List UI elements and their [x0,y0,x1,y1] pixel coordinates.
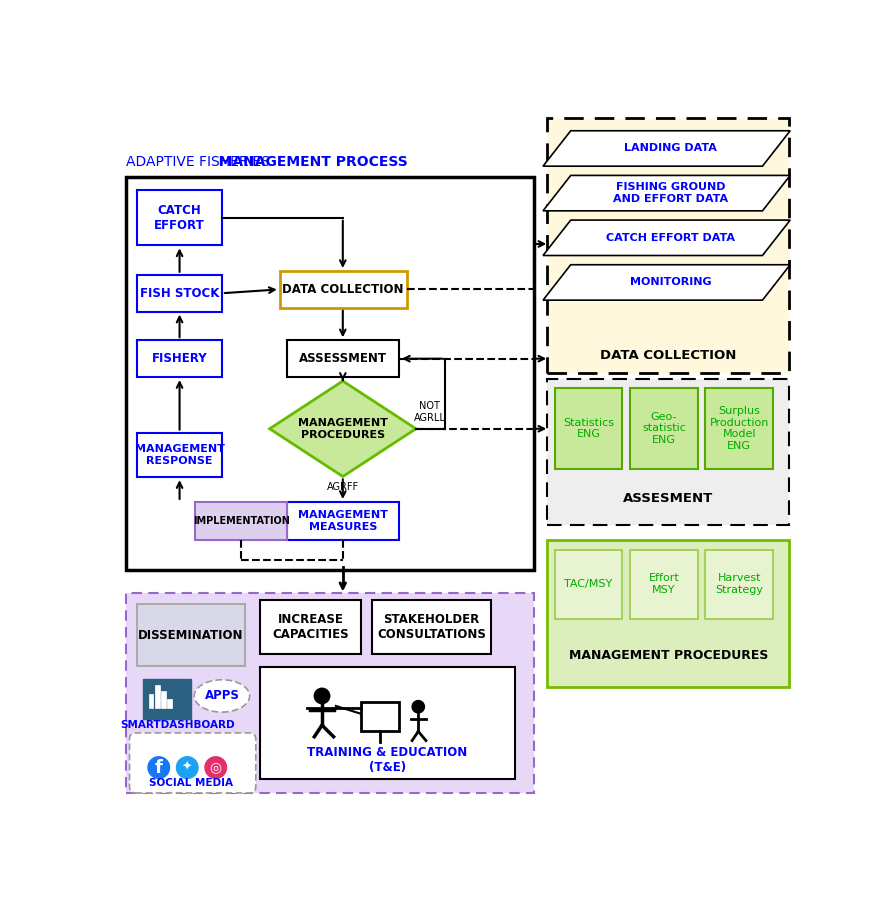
Circle shape [314,688,329,703]
Bar [360,703,399,732]
Text: FISHING GROUND
AND EFFORT DATA: FISHING GROUND AND EFFORT DATA [612,182,727,204]
Bar [704,550,772,619]
Text: Statistics
ENG: Statistics ENG [562,418,613,440]
Bar [629,550,697,619]
Text: MANAGEMENT
MEASURES: MANAGEMENT MEASURES [298,511,387,532]
Bar [546,379,789,525]
Bar [195,502,287,541]
Bar [137,604,245,666]
Text: SMARTDASHBOARD: SMARTDASHBOARD [121,720,235,730]
Text: ✦: ✦ [181,761,192,774]
Text: CATCH EFFORT DATA: CATCH EFFORT DATA [605,233,734,243]
Circle shape [205,757,226,778]
Bar [125,592,533,793]
Bar [143,679,191,719]
Text: FISHERY: FISHERY [152,352,207,365]
Bar [260,667,514,779]
Bar [125,177,533,570]
Bar [546,118,789,372]
Text: MANAGEMENT PROCESS: MANAGEMENT PROCESS [125,155,407,168]
Bar [137,190,222,246]
Text: CATCH
EFFORT: CATCH EFFORT [154,204,205,232]
Text: DISSEMINATION: DISSEMINATION [139,629,243,642]
Bar [137,275,222,312]
Bar [161,692,165,708]
Text: INCREASE
CAPACITIES: INCREASE CAPACITIES [272,613,349,642]
Text: SOCIAL MEDIA: SOCIAL MEDIA [149,778,232,788]
Text: Surplus
Production
Model
ENG: Surplus Production Model ENG [709,406,768,450]
Polygon shape [543,220,789,256]
Bar [704,388,772,469]
FancyBboxPatch shape [130,733,256,793]
Bar [137,432,222,477]
Text: ASSESMENT: ASSESMENT [623,491,713,504]
Text: AGRFF: AGRFF [326,482,358,492]
Text: STAKEHOLDER
CONSULTATIONS: STAKEHOLDER CONSULTATIONS [376,613,485,642]
Bar [554,550,621,619]
Text: MANAGEMENT
PROCEDURES: MANAGEMENT PROCEDURES [298,418,387,440]
Polygon shape [543,265,789,300]
Text: Harvest
Strategy: Harvest Strategy [714,573,763,595]
Bar [148,694,153,708]
Bar [167,699,172,708]
Text: ADAPTIVE FISHERIES: ADAPTIVE FISHERIES [125,155,274,168]
Text: IMPLEMENTATION: IMPLEMENTATION [192,516,290,526]
Text: ASSESSMENT: ASSESSMENT [299,352,386,365]
Circle shape [148,757,169,778]
Text: Effort
MSY: Effort MSY [648,573,679,595]
Text: MONITORING: MONITORING [628,278,711,288]
Text: APPS: APPS [204,690,239,703]
Text: f: f [155,759,163,776]
Circle shape [176,757,198,778]
Text: MANAGEMENT
RESPONSE: MANAGEMENT RESPONSE [134,444,224,466]
Ellipse shape [194,680,249,713]
Text: MANAGEMENT PROCEDURES: MANAGEMENT PROCEDURES [569,650,767,662]
Polygon shape [543,176,789,211]
Bar [260,601,360,654]
Text: DATA COLLECTION: DATA COLLECTION [282,283,403,296]
Bar [629,388,697,469]
Text: DATA COLLECTION: DATA COLLECTION [600,349,736,362]
Bar [546,541,789,687]
Text: NOT
AGRLL: NOT AGRLL [413,401,445,422]
Polygon shape [543,131,789,167]
Text: Geo-
statistic
ENG: Geo- statistic ENG [641,411,685,445]
Polygon shape [269,381,416,477]
Bar [287,502,399,541]
Bar [554,388,621,469]
Bar [155,685,159,708]
Text: TRAINING & EDUCATION
(T&E): TRAINING & EDUCATION (T&E) [307,746,467,774]
Bar [372,601,491,654]
Bar [279,271,406,308]
Text: TAC/MSY: TAC/MSY [564,580,611,590]
Text: ◎: ◎ [209,761,222,774]
Circle shape [411,701,424,713]
Bar [137,340,222,377]
Text: LANDING DATA: LANDING DATA [623,144,716,154]
Text: FISH STOCK: FISH STOCK [139,287,219,299]
Bar [287,340,399,377]
